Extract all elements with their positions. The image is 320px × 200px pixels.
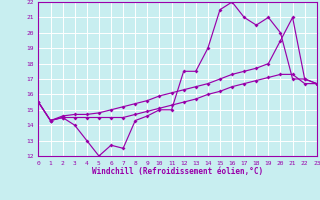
X-axis label: Windchill (Refroidissement éolien,°C): Windchill (Refroidissement éolien,°C): [92, 167, 263, 176]
